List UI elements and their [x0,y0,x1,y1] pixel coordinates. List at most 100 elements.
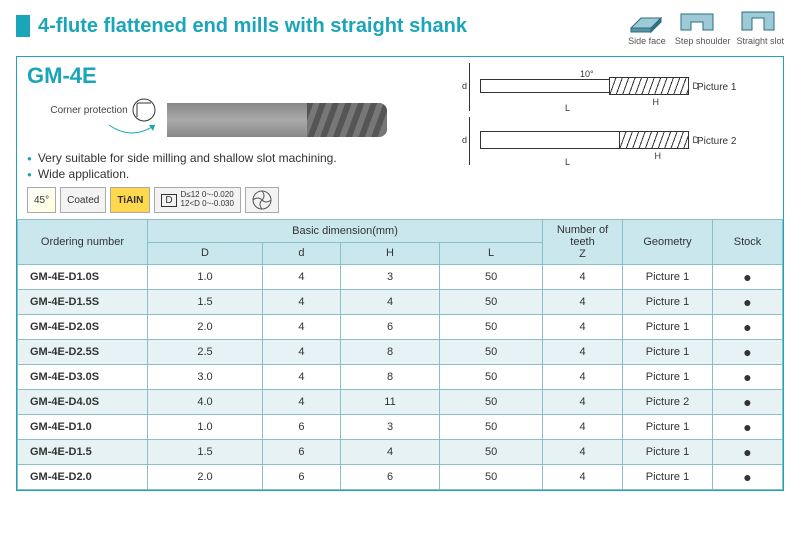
badge-row: 45° Coated TiAIN D D≤12 0~-0.02012<D 0~-… [27,187,463,213]
table-row: GM-4E-D2.5S2.548504Picture 1● [18,340,783,365]
cell-D: 4.0 [148,390,263,415]
cell-Z: 4 [543,440,623,465]
cell-H: 8 [340,365,439,390]
cell-d: 4 [263,390,341,415]
straight-slot-icon: Straight slot [736,6,784,46]
cell-geometry: Picture 1 [623,465,713,490]
callout-arrow-icon [107,123,157,143]
cell-ordering: GM-4E-D3.0S [18,365,148,390]
col-H: H [340,242,439,265]
cell-stock: ● [713,265,783,290]
cell-geometry: Picture 2 [623,390,713,415]
technical-drawings: d D H L 10° Picture 1 d D H L Picture 2 [463,63,773,213]
cell-d: 4 [263,340,341,365]
feature-item: Very suitable for side milling and shall… [27,151,463,165]
cell-D: 2.0 [148,465,263,490]
flute-badge [245,187,279,213]
cell-Z: 4 [543,390,623,415]
cell-stock: ● [713,290,783,315]
feature-item: Wide application. [27,167,463,181]
application-icons: Side face Step shoulder Straight slot [625,6,784,46]
cell-ordering: GM-4E-D1.0S [18,265,148,290]
cell-H: 4 [340,290,439,315]
cell-H: 8 [340,340,439,365]
cell-stock: ● [713,415,783,440]
cell-geometry: Picture 1 [623,340,713,365]
table-row: GM-4E-D3.0S3.048504Picture 1● [18,365,783,390]
cell-ordering: GM-4E-D1.0 [18,415,148,440]
cell-stock: ● [713,440,783,465]
cell-d: 4 [263,365,341,390]
cell-L: 50 [440,390,543,415]
cell-ordering: GM-4E-D1.5 [18,440,148,465]
cell-geometry: Picture 1 [623,365,713,390]
cell-geometry: Picture 1 [623,315,713,340]
cell-H: 6 [340,315,439,340]
product-illustration: Corner protection [27,97,463,143]
col-d: d [263,242,341,265]
drawing-1-label: Picture 1 [697,82,736,93]
cell-H: 6 [340,465,439,490]
cell-Z: 4 [543,315,623,340]
step-shoulder-icon: Step shoulder [675,6,731,46]
cell-L: 50 [440,340,543,365]
cell-D: 1.0 [148,415,263,440]
cell-d: 6 [263,465,341,490]
helix-angle-badge: 45° [27,187,56,213]
cell-L: 50 [440,465,543,490]
table-row: GM-4E-D1.51.564504Picture 1● [18,440,783,465]
col-L: L [440,242,543,265]
table-row: GM-4E-D1.01.063504Picture 1● [18,415,783,440]
icon-label: Step shoulder [675,36,731,46]
icon-label: Side face [625,36,669,46]
cell-d: 4 [263,265,341,290]
drawing-2-icon: d D H L [469,117,689,165]
cell-L: 50 [440,440,543,465]
drawing-2-label: Picture 2 [697,136,736,147]
spec-table: Ordering number Basic dimension(mm) Numb… [17,219,783,490]
page-title: 4-flute flattened end mills with straigh… [38,15,625,38]
cell-ordering: GM-4E-D4.0S [18,390,148,415]
cell-L: 50 [440,315,543,340]
cell-geometry: Picture 1 [623,440,713,465]
col-ordering: Ordering number [18,220,148,265]
cell-D: 2.5 [148,340,263,365]
cell-D: 1.0 [148,265,263,290]
cell-H: 4 [340,440,439,465]
feature-list: Very suitable for side milling and shall… [27,151,463,181]
cell-H: 3 [340,265,439,290]
cell-stock: ● [713,390,783,415]
cell-Z: 4 [543,415,623,440]
cell-ordering: GM-4E-D1.5S [18,290,148,315]
col-basic-dim: Basic dimension(mm) [148,220,543,243]
cell-ordering: GM-4E-D2.0S [18,315,148,340]
page-header: 4-flute flattened end mills with straigh… [0,0,800,52]
cell-geometry: Picture 1 [623,415,713,440]
cell-D: 3.0 [148,365,263,390]
side-face-icon: Side face [625,6,669,46]
corner-protection-label: Corner protection [50,105,127,116]
cell-d: 6 [263,440,341,465]
col-stock: Stock [713,220,783,265]
content-panel: GM-4E Corner protection Very suitable fo… [16,56,784,491]
cell-ordering: GM-4E-D2.5S [18,340,148,365]
cell-L: 50 [440,365,543,390]
cell-Z: 4 [543,365,623,390]
table-row: GM-4E-D1.0S1.043504Picture 1● [18,265,783,290]
cell-geometry: Picture 1 [623,290,713,315]
cell-stock: ● [713,465,783,490]
table-row: GM-4E-D2.02.066504Picture 1● [18,465,783,490]
cell-geometry: Picture 1 [623,265,713,290]
model-name: GM-4E [27,63,463,89]
cell-H: 3 [340,415,439,440]
col-D: D [148,242,263,265]
header-accent-bar [16,15,30,37]
col-geometry: Geometry [623,220,713,265]
cell-ordering: GM-4E-D2.0 [18,465,148,490]
cell-H: 11 [340,390,439,415]
cell-Z: 4 [543,265,623,290]
cell-L: 50 [440,290,543,315]
table-row: GM-4E-D2.0S2.046504Picture 1● [18,315,783,340]
cell-D: 1.5 [148,290,263,315]
corner-detail-icon [131,97,157,123]
